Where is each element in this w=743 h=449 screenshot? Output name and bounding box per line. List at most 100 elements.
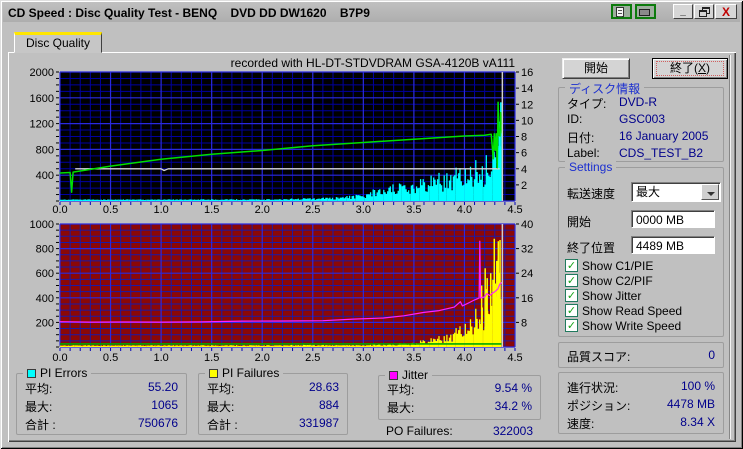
show-jitter-label: Show Jitter — [582, 289, 642, 303]
disc-info-group: ディスク情報 タイプ: DVD-R ID: GSC003 日付: 16 January… — [558, 80, 724, 162]
svg-text:3.5: 3.5 — [406, 204, 421, 216]
titlebar[interactable]: CD Speed : Disc Quality Test - BENQ DVD … — [3, 3, 740, 22]
svg-text:600: 600 — [36, 268, 54, 280]
po-failures-row: PO Failures: 322003 — [386, 424, 533, 438]
svg-text:8: 8 — [521, 317, 527, 329]
disc-quality-bottom-chart: 0.0 0.5 1.0 1.5 2.0 2.5 3.0 3.5 4.0 4.5 200 400 600 8… — [30, 219, 534, 364]
settings-title: Settings — [565, 160, 617, 174]
svg-text:10: 10 — [521, 115, 533, 127]
progress-row: 進行状況: 100 % — [567, 379, 715, 395]
position-row: ポジション: 4478 MB — [567, 397, 715, 413]
svg-text:recorded with HL-DT-STDVDRAM G: recorded with HL-DT-STDVDRAM GSA-4120B v… — [231, 56, 516, 70]
show-jitter-checkbox[interactable]: ✓ — [565, 289, 578, 302]
panel-divider — [729, 55, 731, 439]
svg-text:2.5: 2.5 — [305, 352, 320, 364]
svg-text:2.0: 2.0 — [255, 352, 270, 364]
svg-text:2000: 2000 — [30, 67, 54, 79]
chevron-down-icon[interactable] — [701, 184, 719, 200]
quality-score-label: 品質スコア: — [567, 350, 631, 364]
pi-errors-title: PI Errors — [40, 366, 88, 380]
show-c2-pif-checkbox[interactable]: ✓ — [565, 274, 578, 287]
svg-text:4: 4 — [521, 164, 527, 176]
svg-text:3.5: 3.5 — [406, 352, 421, 364]
jitter-average-row: 平均: 9.54 % — [387, 381, 532, 397]
show-read-speed-label: Show Read Speed — [582, 304, 683, 318]
svg-text:40: 40 — [521, 219, 533, 231]
disc-info-title: ディスク情報 — [565, 80, 645, 97]
svg-text:800: 800 — [36, 144, 54, 156]
pi-failures-total-row: 合計 :331987 — [207, 416, 339, 432]
svg-text:1000: 1000 — [30, 219, 54, 231]
show-c1-pie-checkbox[interactable]: ✓ — [565, 259, 578, 272]
disc-quality-top-chart: 0.0 0.5 1.0 1.5 2.0 2.5 3.0 3.5 4.0 4.5 400 800 1200… — [30, 56, 534, 216]
svg-text:1.0: 1.0 — [153, 204, 168, 216]
pi-failures-title: PI Failures — [222, 366, 280, 380]
transfer-speed-label: 転送速度 — [567, 187, 616, 201]
svg-text:800: 800 — [36, 244, 54, 256]
svg-text:14: 14 — [521, 83, 533, 95]
quality-score-group: 品質スコア: 0 — [558, 342, 724, 368]
svg-text:0.0: 0.0 — [52, 204, 67, 216]
exit-button[interactable]: 終了(X) — [652, 58, 728, 79]
quality-score-value: 0 — [708, 348, 715, 362]
disc-drive-icon — [639, 9, 650, 16]
progress-group: 進行状況: 100 % ポジション: 4478 MB 速度: 8.34 X — [558, 372, 724, 434]
minimize-button[interactable]: _ — [673, 4, 693, 19]
pi-failures-average-row: 平均: 28.63 — [207, 380, 339, 396]
svg-text:4.5: 4.5 — [507, 352, 522, 364]
svg-text:0.5: 0.5 — [103, 204, 118, 216]
pi-errors-legend-icon — [27, 368, 36, 378]
jitter-max-row: 最大: 34.2 % — [387, 399, 532, 415]
pi-errors-total-row: 合計 :750676 — [25, 416, 178, 432]
document-icon — [616, 7, 624, 17]
start-position-field[interactable]: 0000 MB — [631, 210, 715, 228]
pi-failures-group: PI Failures 平均: 28.63 最大: 884 合計 :331987 — [198, 366, 348, 435]
svg-text:16: 16 — [521, 293, 533, 305]
svg-text:3.0: 3.0 — [356, 352, 371, 364]
close-button[interactable]: X — [715, 4, 737, 19]
disc-id-row: ID: GSC003 — [567, 112, 666, 126]
jitter-title: Jitter — [402, 368, 429, 382]
po-failures-label: PO Failures: — [386, 424, 453, 438]
jitter-group: Jitter 平均: 9.54 % 最大: 34.2 % — [378, 368, 541, 420]
drive-icon[interactable] — [635, 4, 656, 19]
svg-text:2.5: 2.5 — [305, 204, 320, 216]
restore-button[interactable] — [694, 4, 714, 19]
speed-row: 速度: 8.34 X — [567, 415, 715, 431]
disc-type-row: タイプ: DVD-R — [567, 95, 657, 111]
svg-text:1.5: 1.5 — [204, 204, 219, 216]
quality-score-row: 品質スコア: 0 — [567, 348, 715, 365]
show-read-speed-checkbox[interactable]: ✓ — [565, 304, 578, 317]
pi-failures-legend-icon — [209, 368, 218, 378]
svg-text:3.0: 3.0 — [356, 204, 371, 216]
svg-text:1600: 1600 — [30, 93, 54, 105]
start-button[interactable]: 開始 — [562, 58, 630, 79]
start-position-label: 開始 — [567, 215, 592, 229]
svg-text:200: 200 — [36, 317, 54, 329]
svg-text:24: 24 — [521, 268, 533, 280]
show-c1-pie-label: Show C1/PIE — [582, 259, 654, 273]
jitter-legend-icon — [389, 370, 398, 380]
window-title: CD Speed : Disc Quality Test - BENQ DVD … — [8, 5, 370, 20]
svg-text:400: 400 — [36, 293, 54, 305]
pi-errors-average-row: 平均: 55.20 — [25, 380, 178, 396]
svg-text:12: 12 — [521, 99, 533, 111]
transfer-speed-combobox[interactable]: 最大 — [631, 182, 721, 202]
po-failures-value: 322003 — [492, 424, 533, 438]
show-write-speed-checkbox[interactable]: ✓ — [565, 319, 578, 332]
svg-text:4.0: 4.0 — [457, 352, 472, 364]
svg-text:2.0: 2.0 — [255, 204, 270, 216]
end-position-field[interactable]: 4489 MB — [631, 236, 715, 254]
svg-text:4.0: 4.0 — [457, 204, 472, 216]
pi-failures-max-row: 最大: 884 — [207, 398, 339, 414]
show-c2-pif-label: Show C2/PIF — [582, 274, 653, 288]
disc-date-row: 日付: 16 January 2005 — [567, 129, 709, 145]
test-results-icon[interactable] — [611, 4, 632, 19]
svg-text:16: 16 — [521, 67, 533, 79]
svg-text:4.5: 4.5 — [507, 204, 522, 216]
svg-text:8: 8 — [521, 132, 527, 144]
svg-text:1.0: 1.0 — [153, 352, 168, 364]
svg-text:1200: 1200 — [30, 119, 54, 131]
tab-disc-quality[interactable]: Disc Quality — [14, 32, 102, 53]
